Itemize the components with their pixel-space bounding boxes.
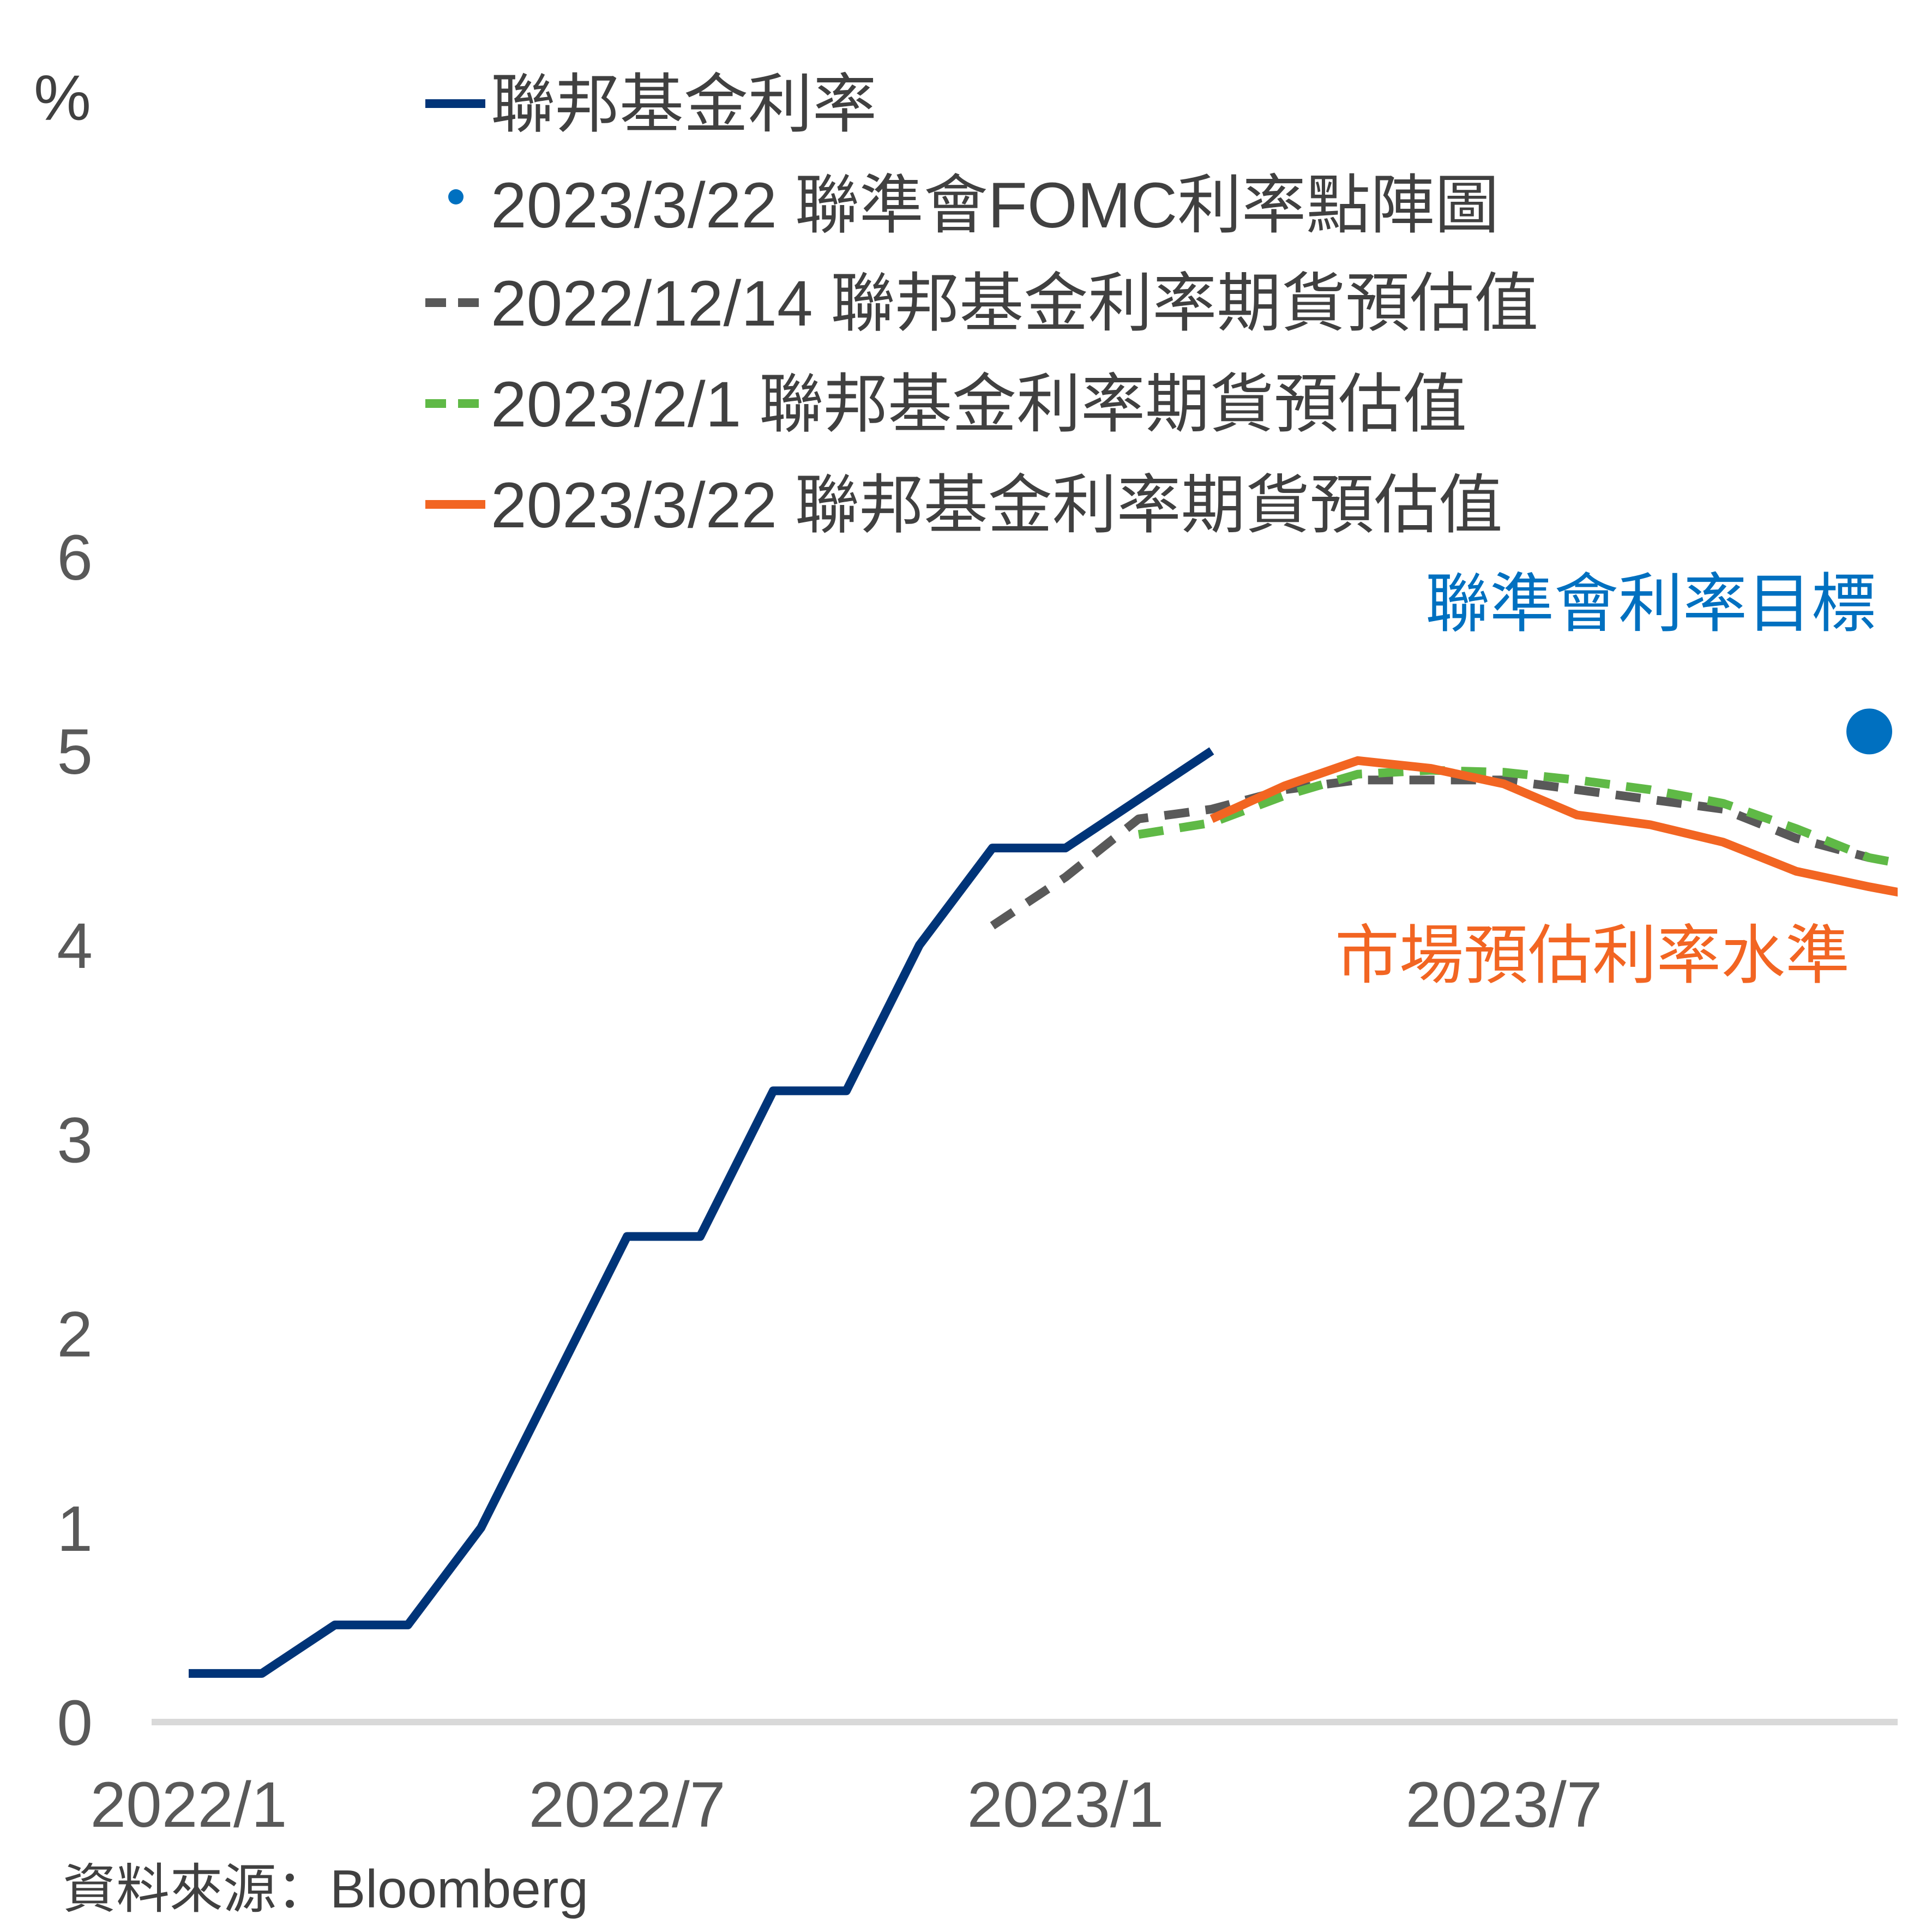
x-tick-label: 2022/7: [529, 1769, 726, 1841]
legend-marker-dot: [448, 189, 464, 204]
series-group: [189, 708, 1898, 1678]
legend-label: 2022/12/14 聯邦基金利率期貨預估值: [491, 268, 1538, 340]
y-tick-label: 4: [57, 910, 93, 982]
legend-label: 2023/3/22 聯邦基金利率期貨預估值: [491, 470, 1503, 541]
chart-annotation: 市場預估利率水準: [1335, 920, 1850, 992]
chart-annotation: 聯準會利率目標: [1425, 568, 1876, 640]
y-tick-label: 6: [57, 522, 93, 594]
series-line-2: [990, 775, 1871, 930]
source-note: 資料來源：Bloomberg: [63, 1859, 588, 1919]
y-tick-label: 0: [57, 1687, 93, 1759]
y-tick-label: 2: [57, 1299, 93, 1371]
y-axis: 0 1 2 3 4 5 6: [57, 522, 93, 1759]
y-axis-unit: %: [34, 62, 91, 134]
y-tick-label: 3: [57, 1104, 93, 1176]
y-tick-label: 1: [57, 1493, 93, 1565]
x-axis: 2022/1 2022/7 2023/1 2023/7: [91, 1719, 1898, 1841]
x-tick-label: 2022/1: [91, 1769, 287, 1841]
x-tick-label: 2023/1: [967, 1769, 1164, 1841]
legend-label: 2023/3/22 聯準會FOMC利率點陣圖: [491, 170, 1499, 242]
legend-label: 聯邦基金利率: [491, 69, 877, 141]
y-tick-label: 5: [57, 716, 93, 788]
fomc-dot-point: [1846, 708, 1892, 755]
series-line-0: [189, 747, 1214, 1678]
series-line-4: [1209, 756, 1898, 897]
legend-label: 2023/2/1 聯邦基金利率期貨預估值: [491, 369, 1467, 441]
legend: 聯邦基金利率 2023/3/22 聯準會FOMC利率點陣圖 2022/12/14 聯…: [425, 69, 1538, 541]
x-tick-label: 2023/7: [1406, 1769, 1603, 1841]
series-line-3: [1137, 766, 1898, 868]
